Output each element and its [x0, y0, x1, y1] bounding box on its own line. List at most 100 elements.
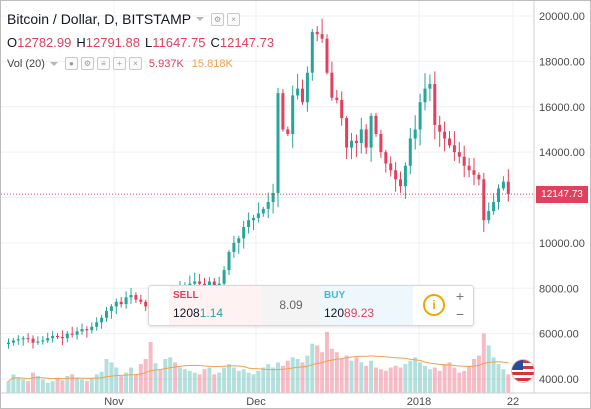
candle-body: [305, 72, 309, 103]
candle-body: [56, 335, 59, 338]
candle-body: [90, 326, 94, 331]
volume-bar: [138, 364, 143, 393]
volume-bar: [104, 359, 109, 393]
spread-box: 8.09: [262, 286, 320, 325]
candle-body: [222, 270, 226, 284]
candle-body: [51, 335, 55, 339]
candle-body: [41, 340, 45, 342]
volume-bar: [300, 362, 305, 393]
buy-price-prefix: 120: [324, 306, 345, 320]
candle-body: [46, 338, 50, 341]
symbol-title[interactable]: Bitcoin / Dollar, D, BITSTAMP: [7, 11, 192, 27]
volume-bar: [114, 367, 119, 393]
candle-body: [477, 174, 481, 180]
add-icon[interactable]: +: [112, 57, 126, 70]
close-icon[interactable]: ×: [128, 57, 142, 70]
volume-bar: [491, 357, 496, 393]
candle-body: [217, 283, 221, 286]
volume-bar: [222, 367, 227, 393]
close-icon[interactable]: ×: [227, 12, 241, 26]
volume-bar: [374, 367, 378, 393]
volume-indicator-label[interactable]: Vol (20): [7, 57, 45, 70]
candle-body: [26, 338, 30, 340]
info-icon[interactable]: i: [423, 294, 445, 316]
candle-body: [374, 115, 378, 134]
candle-body: [114, 301, 118, 307]
visibility-icon[interactable]: ●: [64, 57, 78, 70]
price-tick-label: 6000.00: [539, 329, 579, 341]
volume-bar: [40, 379, 45, 393]
candle-body: [448, 138, 451, 146]
volume-bar: [163, 359, 168, 393]
volume-bar: [408, 360, 413, 393]
candle-body: [291, 95, 295, 134]
volume-bar: [359, 362, 364, 393]
settings-icon[interactable]: ⚙: [211, 12, 225, 26]
high-value: 12791.88: [85, 35, 140, 50]
chevron-down-icon[interactable]: [196, 17, 205, 21]
volume-bar: [227, 364, 231, 393]
candle-body: [433, 84, 437, 125]
candle-body: [16, 339, 20, 341]
price-tick-label: 14000.00: [539, 147, 585, 159]
volume-bar: [6, 381, 11, 393]
price-tick-label: 18000.00: [539, 56, 585, 68]
volume-bar: [369, 360, 374, 393]
candle-body: [75, 331, 79, 335]
increase-button[interactable]: +: [455, 288, 465, 304]
volume-bar: [467, 365, 472, 393]
volume-bar: [432, 367, 437, 393]
candle-body: [134, 295, 138, 300]
sell-button[interactable]: SELL 12081.14: [169, 286, 262, 325]
candle-body: [443, 131, 447, 139]
candle-body: [252, 217, 255, 221]
buy-price-highlight: 89.23: [344, 306, 375, 320]
volume-bar: [119, 376, 124, 393]
candle-body: [60, 337, 64, 339]
volume-bar: [173, 362, 178, 393]
symbol-legend[interactable]: Bitcoin / Dollar, D, BITSTAMP ⚙ ×: [7, 11, 241, 27]
chevron-down-icon[interactable]: [49, 61, 58, 66]
volume-bar: [320, 352, 325, 393]
candle-body: [100, 317, 104, 323]
buy-button[interactable]: BUY 12089.23: [320, 286, 413, 325]
volume-bar: [236, 370, 241, 393]
candle-body: [129, 295, 133, 298]
sell-price-prefix: 1208: [173, 306, 200, 320]
volume-bar: [280, 365, 285, 393]
volume-bar: [339, 359, 344, 393]
source-icon[interactable]: ≡: [96, 57, 110, 70]
volume-bar: [207, 367, 212, 393]
volume-bar: [60, 380, 65, 393]
volume-bar: [334, 352, 339, 393]
candle-body: [492, 202, 496, 212]
volume-bar: [153, 363, 158, 393]
volume-bar: [266, 364, 271, 393]
volume-bar: [143, 359, 148, 393]
trade-panel: SELL 12081.14 8.09 BUY 12089.23 i + −: [148, 285, 474, 326]
price-tick-label: 20000.00: [539, 11, 585, 23]
decrease-button[interactable]: −: [455, 306, 465, 322]
candle-body: [315, 31, 319, 35]
spread-value: 8.09: [279, 298, 303, 312]
volume-bar: [437, 370, 442, 393]
volume-bar: [427, 369, 432, 393]
settings-icon[interactable]: ⚙: [80, 57, 94, 70]
candle-body: [413, 129, 417, 139]
candle-body: [105, 310, 108, 318]
volume-bar: [476, 355, 481, 393]
candle-body: [457, 152, 461, 157]
candle-body: [501, 181, 505, 189]
candle-body: [109, 306, 113, 311]
volume-bar: [261, 367, 266, 393]
candle-body: [193, 281, 197, 284]
candle-body: [296, 88, 300, 96]
close-value: 12147.73: [219, 35, 275, 50]
time-tick-label: Dec: [246, 396, 266, 408]
volume-bar: [256, 370, 261, 393]
volume-bar: [285, 360, 290, 393]
volume-legend[interactable]: Vol (20) ● ⚙ ≡ + × 5.937K 15.818K: [7, 57, 233, 70]
sell-price: 12081.14: [173, 306, 223, 320]
volume-bar: [290, 357, 295, 393]
